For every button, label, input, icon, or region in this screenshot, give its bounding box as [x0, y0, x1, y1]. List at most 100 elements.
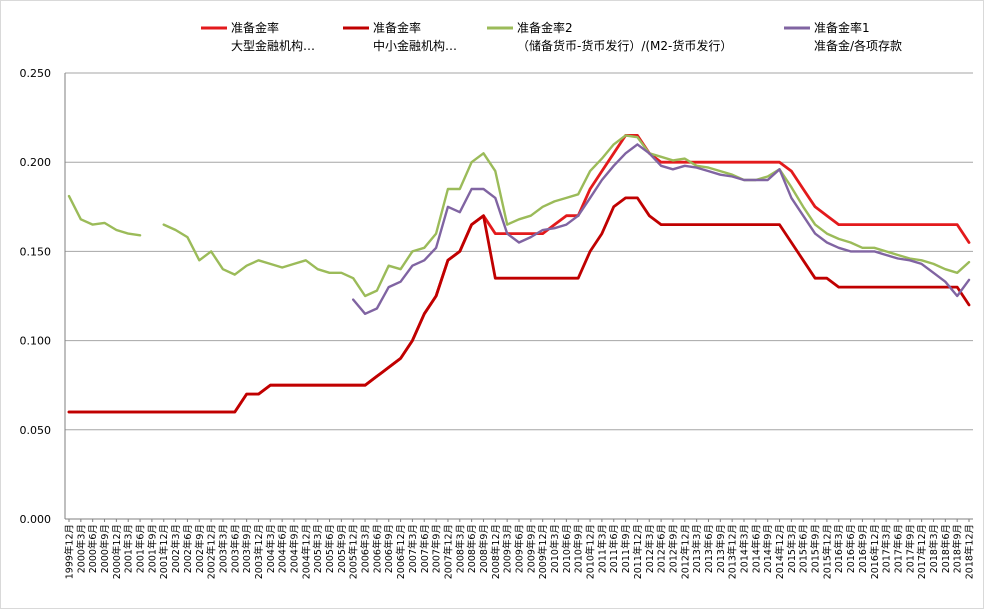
y-tick-label: 0.250: [20, 67, 52, 80]
x-tick-label: 2017年3月: [881, 524, 893, 573]
y-tick-label: 0.100: [20, 335, 52, 348]
x-tick-label: 2005年9月: [336, 524, 348, 573]
x-tick-label: 2000年12月: [111, 524, 123, 579]
x-tick-label: 2018年6月: [940, 524, 952, 573]
series-line-2: [67, 196, 971, 414]
x-tick-label: 2011年12月: [632, 524, 644, 579]
x-tick-label: 2014年12月: [774, 524, 786, 579]
x-tick-label: 2009年6月: [514, 524, 526, 573]
legend-sublabel: （储备货币-货币发行）/(M2-货币发行）: [517, 38, 732, 53]
x-tick-label: 2013年9月: [715, 524, 727, 573]
legend-label: 准备金率: [231, 20, 279, 35]
x-tick-label: 2005年3月: [312, 524, 324, 573]
legend-label: 准备金率1: [814, 20, 870, 35]
x-tick-label: 2017年6月: [892, 524, 904, 573]
x-tick-label: 2003年12月: [253, 524, 265, 579]
x-tick-label: 2009年9月: [525, 524, 537, 573]
x-tick-label: 2015年3月: [786, 524, 798, 573]
x-tick-label: 2011年9月: [620, 524, 632, 573]
x-tick-label: 2010年3月: [549, 524, 561, 573]
x-tick-label: 2014年3月: [739, 524, 751, 573]
legend-entry-3: 准备金率2 （储备货币-货币发行）/(M2-货币发行）: [487, 20, 732, 53]
series-line-3: [67, 194, 142, 237]
x-tick-label: 2015年6月: [798, 524, 810, 573]
x-tick-label: 2008年12月: [490, 524, 502, 579]
y-tick-label: 0.000: [20, 513, 52, 526]
x-tick-label: 1999年12月: [64, 524, 76, 579]
x-tick-label: 2016年3月: [833, 524, 845, 573]
x-tick-label: 2002年3月: [170, 524, 182, 573]
x-tick-label: 2018年12月: [964, 524, 976, 579]
x-tick-label: 2014年6月: [750, 524, 762, 573]
x-tick-label: 2002年9月: [194, 524, 206, 573]
x-tick-label: 2010年6月: [561, 524, 573, 573]
series-lines: [67, 134, 971, 414]
x-tick-label: 2000年9月: [99, 524, 111, 573]
x-tick-label: 2013年6月: [703, 524, 715, 573]
x-tick-label: 2008年3月: [454, 524, 466, 573]
x-tick-label: 2015年12月: [821, 524, 833, 579]
x-tick-label: 2004年6月: [277, 524, 289, 573]
x-tick-label: 2005年12月: [348, 524, 360, 579]
x-tick-label: 2006年3月: [360, 524, 372, 573]
x-tick-label: 2013年3月: [691, 524, 703, 573]
x-tick-label: 2004年12月: [300, 524, 312, 579]
x-tick-label: 2018年3月: [928, 524, 940, 573]
legend: 准备金率大型金融机构…准备金率中小金融机构…准备金率2（储备货币-货币发行）/(…: [201, 20, 902, 53]
x-tick-label: 2001年12月: [158, 524, 170, 579]
x-tick-label: 2016年6月: [845, 524, 857, 573]
x-tick-label: 2017年12月: [916, 524, 928, 579]
x-tick-label: 2012年3月: [644, 524, 656, 573]
y-tick-label: 0.200: [20, 156, 52, 169]
x-tick-label: 2007年9月: [431, 524, 443, 573]
x-tick-label: 2000年6月: [87, 524, 99, 573]
x-tick-label: 2005年6月: [324, 524, 336, 573]
series-line-3: [162, 134, 971, 298]
legend-entry-4: 准备金率1 准备金/各项存款: [784, 20, 902, 53]
x-tick-label: 2018年9月: [952, 524, 964, 573]
x-tick-label: 2000年3月: [75, 524, 87, 573]
x-tick-label: 2007年3月: [407, 524, 419, 573]
legend-sublabel: 大型金融机构…: [231, 38, 315, 53]
x-tick-label: 2013年12月: [727, 524, 739, 579]
legend-entry-1: 准备金率大型金融机构…: [201, 20, 315, 53]
x-tick-label: 2001年6月: [135, 524, 147, 573]
x-tick-label: 2006年9月: [383, 524, 395, 573]
x-tick-label: 2009年3月: [502, 524, 514, 573]
y-tick-label: 0.050: [20, 424, 52, 437]
x-tick-label: 2009年12月: [537, 524, 549, 579]
legend-entry-2: 准备金率中小金融机构…: [343, 20, 457, 53]
legend-label: 准备金率: [373, 20, 421, 35]
x-tick-label: 2006年6月: [371, 524, 383, 573]
x-tick-label: 2017年9月: [904, 524, 916, 573]
x-tick-label: 2003年9月: [241, 524, 253, 573]
x-tick-label: 2007年12月: [442, 524, 454, 579]
x-tick-label: 2001年3月: [123, 524, 135, 573]
x-tick-label: 2016年9月: [857, 524, 869, 573]
x-tick-label: 2012年12月: [679, 524, 691, 579]
y-tick-label: 0.150: [20, 245, 52, 258]
x-tick-label: 2012年9月: [667, 524, 679, 573]
x-tick-label: 2014年9月: [762, 524, 774, 573]
x-tick-label: 2011年6月: [608, 524, 620, 573]
legend-sublabel: 中小金融机构…: [373, 38, 457, 53]
legend-sublabel: 准备金/各项存款: [814, 38, 902, 53]
x-tick-label: 2007年6月: [419, 524, 431, 573]
x-tick-label: 2003年6月: [229, 524, 241, 573]
x-tick-label: 2001年9月: [146, 524, 158, 573]
x-tick-label: 2003年3月: [217, 524, 229, 573]
gridlines: [65, 72, 973, 431]
x-tick-label: 2008年9月: [478, 524, 490, 573]
series-line-1: [67, 134, 971, 414]
x-tick-label: 2010年9月: [573, 524, 585, 573]
x-tick-label: 2004年9月: [289, 524, 301, 573]
x-tick-label: 2008年6月: [466, 524, 478, 573]
series-line-4: [352, 143, 971, 315]
x-tick-label: 2016年12月: [869, 524, 881, 579]
x-tick-label: 2015年9月: [810, 524, 822, 573]
x-tick-label: 2002年6月: [182, 524, 194, 573]
x-tick-label: 2002年12月: [206, 524, 218, 579]
